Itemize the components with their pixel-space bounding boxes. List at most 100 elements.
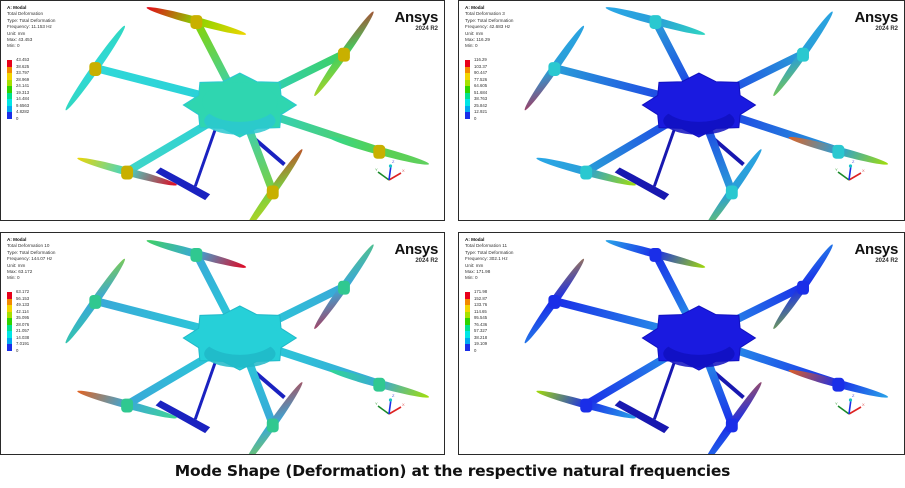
legend-swatch bbox=[465, 73, 470, 80]
legend-entry: 64.605 bbox=[465, 83, 487, 93]
legend-entry: 35.095 bbox=[7, 315, 29, 325]
legend-swatch bbox=[7, 73, 12, 80]
legend-entry: 116.29 bbox=[465, 57, 487, 67]
svg-text:X: X bbox=[402, 402, 405, 407]
legend-entry: 14.038 bbox=[7, 335, 29, 344]
legend-swatch bbox=[465, 79, 470, 86]
frequency: Frequency: 144.07 Hz bbox=[7, 256, 53, 262]
legend-value: 133.76 bbox=[474, 302, 488, 307]
legend-entry: 63.172 bbox=[7, 289, 30, 299]
legend-swatch bbox=[7, 60, 12, 67]
result-name: Total Deformation 3 bbox=[465, 11, 505, 17]
legend-value: 43.453 bbox=[16, 57, 30, 62]
legend-value: 4.8282 bbox=[16, 109, 30, 114]
legend-entry: 103.37 bbox=[465, 64, 487, 73]
legend-swatch bbox=[7, 337, 12, 344]
legend-value: 24.141 bbox=[16, 83, 30, 88]
ansys-logo: Ansys 2024 R2 bbox=[394, 241, 438, 264]
frequency: Frequency: 42.683 Hz bbox=[465, 24, 511, 30]
legend-value: 38.625 bbox=[16, 63, 30, 69]
legend-entry: 28.076 bbox=[7, 321, 30, 331]
min-value: Min: 0 bbox=[7, 275, 20, 281]
legend-value: 56.153 bbox=[16, 295, 30, 301]
result-info: A: Modal Total Deformation 11 Type: Tota… bbox=[465, 237, 513, 282]
legend-swatch bbox=[465, 324, 470, 331]
svg-text:Z: Z bbox=[392, 159, 395, 164]
legend-swatch bbox=[7, 344, 12, 351]
drone-mode-shape-1 bbox=[65, 7, 430, 220]
axis-triad-icon: X Y Z bbox=[375, 393, 405, 415]
legend-swatch bbox=[465, 105, 470, 112]
legend-value: 95.545 bbox=[474, 315, 488, 320]
legend-swatch bbox=[7, 79, 12, 86]
legend-entry: 12.921 bbox=[465, 109, 488, 119]
result-name: Total Deformation bbox=[7, 11, 44, 17]
color-legend: 43.453 38.625 33.797 28.969 24.141 19.313 14.4… bbox=[7, 57, 30, 126]
legend-swatch bbox=[465, 292, 470, 299]
legend-swatch bbox=[7, 66, 12, 73]
result-name: Total Deformation 11 bbox=[465, 243, 508, 249]
ansys-logo: Ansys 2024 R2 bbox=[854, 9, 898, 32]
legend-value: 33.797 bbox=[16, 70, 30, 75]
min-value: Min: 0 bbox=[7, 43, 20, 49]
legend-value: 51.684 bbox=[474, 89, 488, 95]
legend-entry: 152.87 bbox=[465, 296, 487, 305]
legend-value: 0 bbox=[474, 347, 477, 353]
legend-entry: 19.109 bbox=[465, 341, 487, 351]
svg-text:Y: Y bbox=[835, 401, 838, 406]
legend-value: 21.057 bbox=[16, 328, 30, 333]
legend-swatch bbox=[7, 331, 12, 338]
mode-panel-2: A: Modal Total Deformation 3 Type: Total… bbox=[458, 0, 905, 221]
unit: Unit: mm bbox=[465, 262, 484, 268]
legend-entry: 21.057 bbox=[7, 328, 30, 338]
analysis-header: A: Modal bbox=[465, 5, 485, 10]
legend-entry: 9.6563 bbox=[7, 102, 30, 112]
legend-entry: 4.8282 bbox=[7, 109, 30, 119]
result-type: Type: Total Deformation bbox=[465, 249, 514, 255]
legend-entry: 43.453 bbox=[7, 57, 30, 67]
legend-value: 171.98 bbox=[474, 289, 488, 294]
legend-entry: 38.625 bbox=[7, 63, 30, 73]
legend-value: 25.842 bbox=[474, 102, 488, 108]
axis-triad-icon: X Y Z bbox=[835, 159, 865, 181]
legend-value: 38.763 bbox=[474, 96, 488, 101]
legend-entry: 24.141 bbox=[7, 83, 30, 93]
legend-value: 63.172 bbox=[16, 289, 30, 294]
legend-value: 90.447 bbox=[474, 70, 488, 75]
legend-swatch bbox=[465, 66, 470, 73]
legend-value: 28.076 bbox=[16, 321, 30, 327]
max-value: Max: 116.29 bbox=[465, 37, 490, 43]
legend-swatch bbox=[465, 311, 470, 318]
mode-panel-1: A: Modal Total Deformation Type: Total D… bbox=[0, 0, 445, 221]
legend-entry: 90.447 bbox=[465, 70, 488, 80]
legend-entry: 0 bbox=[7, 116, 29, 126]
legend-entry: 95.545 bbox=[465, 315, 488, 325]
legend-swatch bbox=[465, 298, 470, 305]
legend-entry: 0 bbox=[7, 347, 29, 358]
legend-entry: 28.969 bbox=[7, 77, 29, 86]
color-legend: 116.29 103.37 90.447 77.526 64.605 51.684 38.7… bbox=[465, 57, 488, 125]
legend-value: 0 bbox=[16, 347, 19, 353]
legend-swatch bbox=[465, 99, 470, 106]
legend-swatch bbox=[7, 112, 12, 119]
svg-text:X: X bbox=[862, 402, 865, 407]
legend-value: 7.0191 bbox=[16, 341, 30, 346]
legend-value: 14.484 bbox=[16, 96, 30, 101]
unit: Unit: mm bbox=[7, 30, 26, 36]
unit: Unit: mm bbox=[465, 30, 484, 36]
legend-entry: 57.327 bbox=[465, 328, 487, 338]
legend-value: 9.6563 bbox=[16, 102, 30, 108]
svg-text:Y: Y bbox=[835, 167, 838, 172]
color-legend: 171.98 152.87 133.76 114.65 95.545 76.436 57.3… bbox=[465, 289, 488, 357]
svg-text:Z: Z bbox=[852, 159, 855, 164]
legend-swatch bbox=[465, 86, 470, 93]
legend-entry: 42.114 bbox=[7, 309, 29, 318]
drone-mode-shape-11 bbox=[524, 240, 889, 454]
legend-swatch bbox=[7, 86, 12, 93]
legend-value: 12.921 bbox=[474, 109, 488, 114]
analysis-header: A: Modal bbox=[7, 5, 27, 10]
legend-swatch bbox=[465, 344, 470, 351]
legend-swatch bbox=[465, 331, 470, 338]
legend-swatch bbox=[465, 60, 470, 67]
legend-swatch bbox=[465, 112, 470, 119]
